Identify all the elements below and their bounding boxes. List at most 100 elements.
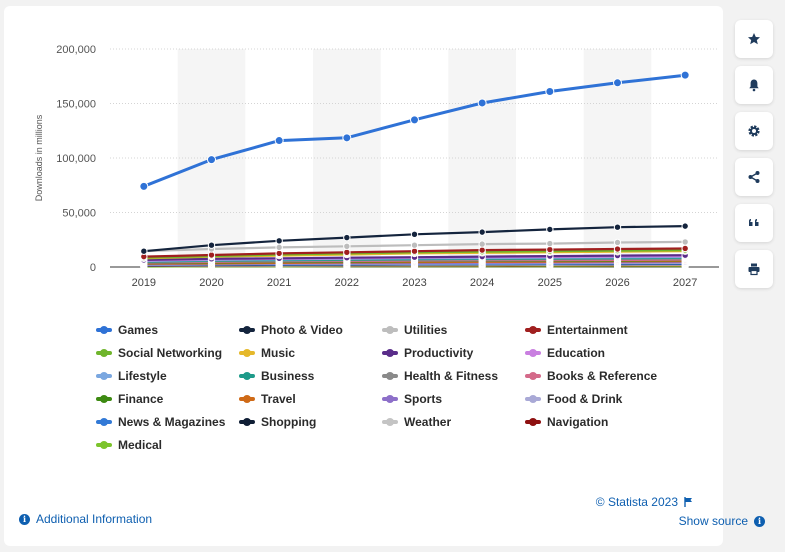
credit-text: © Statista 2023 [595,495,678,509]
print-button[interactable] [735,250,773,288]
legend-item-medical[interactable]: Medical [96,437,162,453]
x-tick-label: 2027 [673,277,697,289]
legend-swatch [382,349,398,357]
y-tick-label: 150,000 [56,99,96,111]
legend-item-social-networking[interactable]: Social Networking [96,345,222,361]
legend-swatch [96,326,112,334]
legend-item-music[interactable]: Music [239,345,295,361]
data-point-entertainment [681,244,689,253]
legend-label: News & Magazines [118,415,226,429]
x-tick-label: 2024 [470,277,494,289]
legend-item-health-and-fitness[interactable]: Health & Fitness [382,368,498,384]
legend-swatch [525,395,541,403]
statista-credit[interactable]: © Statista 2023 [596,495,693,509]
legend-swatch [96,349,112,357]
additional-information-label: Additional Information [36,512,153,526]
legend-label: Medical [118,438,163,452]
data-point-photo-and-video [140,247,148,255]
legend-swatch [525,372,541,380]
data-point-utilities [343,242,351,250]
show-source-label: Show source [678,514,748,528]
legend-item-entertainment[interactable]: Entertainment [525,322,628,338]
data-point-utilities [275,243,283,252]
legend-label: Weather [404,415,452,429]
legend-swatch [239,326,255,334]
legend-item-photo-and-video[interactable]: Photo & Video [239,322,343,338]
show-source-link[interactable]: Show source i [679,514,765,528]
additional-information-link[interactable]: i Additional Information [19,512,152,526]
line-chart: 0 50,000 100,000 150,000 200,000 2019 2020 2021… [34,44,719,289]
data-point-games [410,115,419,125]
legend-item-finance[interactable]: Finance [96,391,163,407]
data-point-entertainment [410,247,419,255]
legend-swatch [239,349,255,357]
data-point-entertainment [275,249,283,258]
legend-swatch [96,441,112,449]
legend-swatch [96,372,112,380]
legend-swatch [382,395,398,403]
data-point-photo-and-video [546,225,554,234]
legend-swatch [382,372,398,380]
legend-swatch [239,372,255,380]
printer-icon [748,263,760,276]
legend-item-productivity[interactable]: Productivity [382,345,473,361]
legend-item-business[interactable]: Business [239,368,314,384]
share-button[interactable] [735,158,773,196]
data-point-games [274,136,284,146]
legend-item-news-and-magazines[interactable]: News & Magazines [96,414,225,430]
legend-item-sports[interactable]: Sports [382,391,442,407]
legend-swatch [382,326,398,334]
legend-label: Business [261,369,315,383]
y-axis-label: Downloads in millions [34,114,44,201]
legend-item-food-and-drink[interactable]: Food & Drink [525,391,622,407]
data-point-utilities [681,238,689,246]
legend-item-weather[interactable]: Weather [382,414,451,430]
legend-item-games[interactable]: Games [96,322,158,338]
flag-icon [684,497,692,507]
legend-swatch [525,349,541,357]
star-icon [748,33,760,45]
legend-item-education[interactable]: Education [525,345,605,361]
legend-item-shopping[interactable]: Shopping [239,414,316,430]
favorite-button[interactable] [735,20,773,58]
legend-label: Education [547,346,606,360]
legend-item-lifestyle[interactable]: Lifestyle [96,368,167,384]
legend-label: Food & Drink [547,392,623,406]
cite-button[interactable] [735,204,773,242]
legend-item-utilities[interactable]: Utilities [382,322,447,338]
x-tick-label: 2020 [199,277,223,289]
data-point-photo-and-video [410,230,419,239]
data-point-photo-and-video [478,228,486,236]
y-tick-label: 100,000 [56,153,96,165]
data-point-entertainment [613,245,622,253]
data-point-utilities [613,238,622,247]
legend-item-books-and-reference[interactable]: Books & Reference [525,368,657,384]
legend-item-travel[interactable]: Travel [239,391,296,407]
legend-label: Lifestyle [118,369,167,383]
x-tick-label: 2022 [335,277,359,289]
data-point-games [545,87,555,97]
legend-swatch [239,418,255,426]
data-point-entertainment [478,246,486,254]
data-point-games [477,98,487,108]
data-point-games [139,181,149,191]
info-icon: i [754,515,765,527]
share-icon [748,171,760,183]
x-tick-label: 2023 [402,277,426,289]
data-point-photo-and-video [613,223,622,231]
data-point-photo-and-video [681,222,689,230]
settings-button[interactable] [735,112,773,150]
legend-item-navigation[interactable]: Navigation [525,414,608,430]
legend-swatch [239,395,255,403]
data-point-entertainment [343,248,351,256]
notification-button[interactable] [735,66,773,104]
x-tick-label: 2025 [538,277,562,289]
data-point-games [680,70,690,80]
legend-label: Games [118,323,159,337]
info-icon: i [19,513,30,525]
legend-label: Health & Fitness [404,369,499,383]
column-band [313,49,381,267]
data-point-games [613,78,622,88]
legend-label: Productivity [404,346,474,360]
legend-swatch [525,418,541,426]
